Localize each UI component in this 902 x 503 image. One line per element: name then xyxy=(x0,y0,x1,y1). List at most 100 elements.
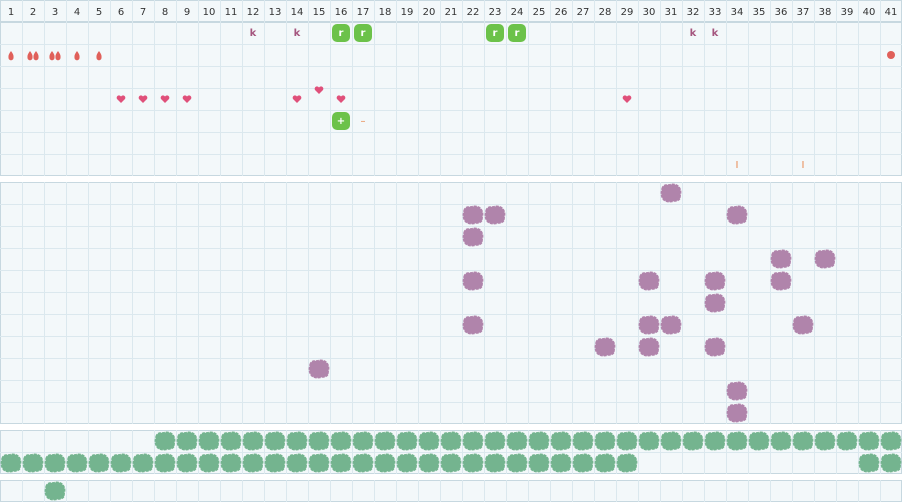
leaf xyxy=(858,453,880,473)
leaf xyxy=(286,453,308,473)
blob xyxy=(418,431,440,451)
column-label: 37 xyxy=(797,7,810,18)
blob xyxy=(726,381,748,401)
column-label: 41 xyxy=(885,7,898,18)
badge-text: + xyxy=(337,116,345,127)
badge: r xyxy=(486,24,504,42)
blob xyxy=(462,227,484,247)
leaf xyxy=(154,453,176,473)
blob xyxy=(880,453,902,473)
blob xyxy=(704,293,726,313)
leaf xyxy=(110,453,132,473)
column-label: 10 xyxy=(203,7,216,18)
blob xyxy=(638,315,660,335)
leaf xyxy=(770,431,792,451)
leaf xyxy=(572,431,594,451)
leaf xyxy=(396,431,418,451)
blob xyxy=(308,453,330,473)
blob xyxy=(770,431,792,451)
blob xyxy=(176,453,198,473)
blob xyxy=(308,359,330,379)
leaf xyxy=(572,453,594,473)
leaf xyxy=(286,431,308,451)
blob xyxy=(792,431,814,451)
section xyxy=(0,182,902,424)
section xyxy=(0,22,902,176)
blob xyxy=(814,431,836,451)
column-label: 17 xyxy=(357,7,370,18)
leaf xyxy=(242,431,264,451)
badge-text: r xyxy=(361,28,366,39)
leaf xyxy=(374,431,396,451)
letter: k xyxy=(294,28,301,39)
column-label: 22 xyxy=(467,7,480,18)
heart xyxy=(622,95,632,103)
drop xyxy=(96,51,102,61)
blob xyxy=(286,431,308,451)
drop xyxy=(55,51,61,61)
heart xyxy=(336,95,346,103)
leaf xyxy=(726,431,748,451)
blob xyxy=(352,431,374,451)
leaf xyxy=(198,453,220,473)
blob xyxy=(704,293,726,313)
column-label: 32 xyxy=(687,7,700,18)
blob xyxy=(638,337,660,357)
badge-bg xyxy=(508,24,526,42)
leaf xyxy=(22,453,44,473)
leaf xyxy=(88,453,110,473)
blob xyxy=(770,271,792,291)
leaf xyxy=(616,431,638,451)
leaf xyxy=(638,431,660,451)
column-label: 33 xyxy=(709,7,722,18)
letter: k xyxy=(712,28,719,39)
dot xyxy=(887,51,895,59)
drop xyxy=(74,51,80,61)
blob xyxy=(506,431,528,451)
drop xyxy=(49,51,61,61)
badge: r xyxy=(354,24,372,42)
leaf xyxy=(550,431,572,451)
blob xyxy=(418,453,440,473)
leaf xyxy=(220,431,242,451)
leaf xyxy=(594,431,616,451)
blob xyxy=(44,453,66,473)
blob xyxy=(132,453,154,473)
leaf xyxy=(132,453,154,473)
leaf xyxy=(44,481,66,501)
column-label: 24 xyxy=(511,7,524,18)
leaf xyxy=(352,431,374,451)
badge-text: r xyxy=(515,28,520,39)
blob xyxy=(594,453,616,473)
leaf xyxy=(660,431,682,451)
badge-bg xyxy=(332,112,350,130)
column-label: 34 xyxy=(731,7,744,18)
leaf xyxy=(330,453,352,473)
blob xyxy=(308,431,330,451)
column-label: 35 xyxy=(753,7,766,18)
mark: – xyxy=(361,116,366,127)
heart xyxy=(292,95,302,103)
column-label: 16 xyxy=(335,7,348,18)
leaf xyxy=(682,431,704,451)
blob xyxy=(704,271,726,291)
column-label: 12 xyxy=(247,7,260,18)
column-label: 40 xyxy=(863,7,876,18)
blob xyxy=(704,337,726,357)
heart xyxy=(116,95,126,103)
leaf xyxy=(44,453,66,473)
blob xyxy=(572,453,594,473)
leaf xyxy=(880,431,902,451)
blob xyxy=(352,453,374,473)
letter: k xyxy=(294,28,301,39)
mark: I xyxy=(802,160,805,171)
leaf xyxy=(792,431,814,451)
column-label: 7 xyxy=(140,7,146,18)
heart xyxy=(116,95,126,103)
blob xyxy=(726,431,748,451)
blob xyxy=(638,315,660,335)
blob xyxy=(814,249,836,269)
column-label: 14 xyxy=(291,7,304,18)
blob xyxy=(726,205,748,225)
blob xyxy=(484,453,506,473)
